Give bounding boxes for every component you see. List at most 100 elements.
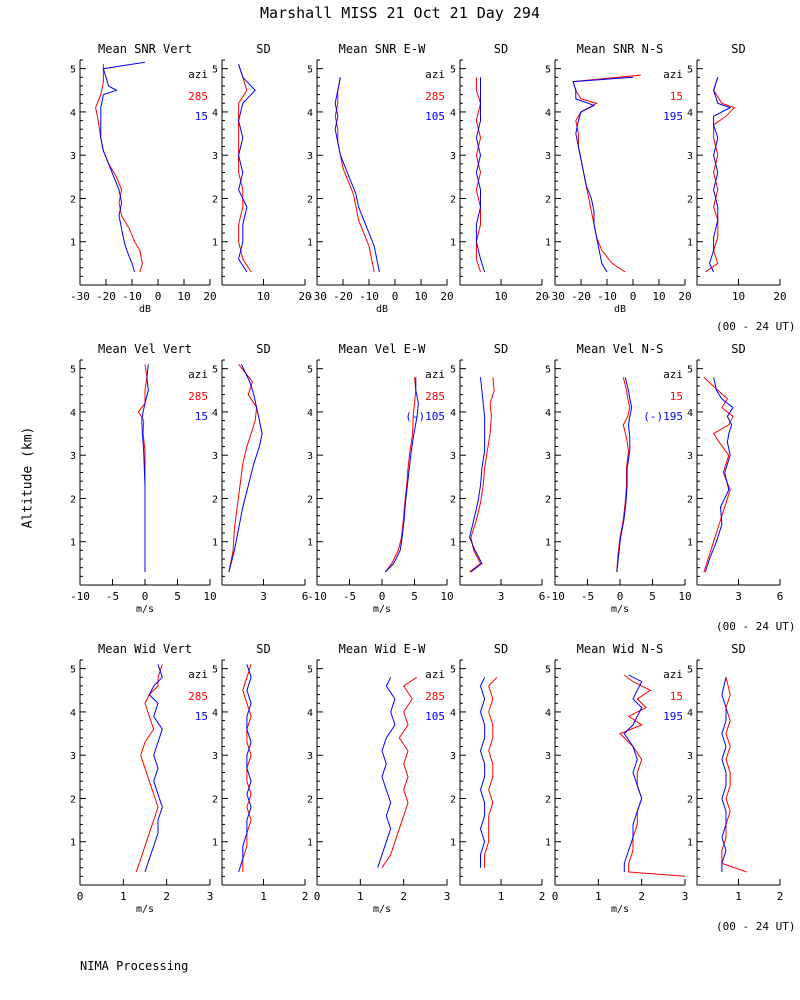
chart-5-x-tick-label: -10 (597, 290, 617, 303)
chart-17-x-tick-label: 2 (638, 890, 645, 903)
chart-12-y-tick-label: 1 (687, 538, 693, 549)
chart-9-series-blue-line (384, 377, 419, 573)
chart-13-y-tick-label: 2 (70, 794, 76, 805)
chart-10-y-tick-label: 2 (450, 494, 456, 505)
chart-5-x-tick-label: 10 (652, 290, 665, 303)
chart-5-legend-header: azi (663, 68, 683, 81)
chart-9-y-tick-label: 1 (307, 538, 313, 549)
chart-5-y-tick-label: 3 (545, 151, 551, 162)
chart-9-legend-header: azi (425, 368, 445, 381)
chart-7-x-tick-label: -10 (70, 590, 90, 603)
chart-9-y-tick-label: 5 (307, 365, 313, 376)
chart-1-x-tick-label: -20 (96, 290, 116, 303)
chart-17-y-tick-label: 5 (545, 665, 551, 676)
chart-3-legend-header: azi (425, 68, 445, 81)
chart-17-y-tick-label: 2 (545, 794, 551, 805)
chart-1-legend-header: azi (188, 68, 208, 81)
chart-12-x-tick-label: 3 (735, 590, 742, 603)
chart-10-series-blue-line (469, 377, 486, 573)
chart-7-x-tick-label: 10 (203, 590, 216, 603)
chart-8-y-tick-label: 4 (212, 408, 218, 419)
chart-1-y-tick-label: 4 (70, 108, 76, 119)
chart-13-x-tick-label: 1 (120, 890, 127, 903)
chart-6-series-red-line (705, 77, 736, 273)
chart-17-y-tick-label: 1 (545, 838, 551, 849)
chart-5-xlabel: dB (614, 304, 626, 315)
page-title: Marshall MISS 21 Oct 21 Day 294 (260, 4, 540, 22)
chart-15-xlabel: m/s (373, 904, 391, 915)
chart-1-series-red-line (95, 64, 143, 273)
chart-3-title: Mean SNR E-W (339, 42, 426, 56)
chart-5-y-tick-label: 2 (545, 194, 551, 205)
chart-2-x-tick-label: 20 (298, 290, 311, 303)
chart-16-y-tick-label: 3 (450, 751, 456, 762)
chart-2-y-tick-label: 1 (212, 238, 218, 249)
chart-14-title: SD (256, 642, 270, 656)
chart-16-title: SD (494, 642, 508, 656)
chart-18-y-tick-label: 4 (687, 708, 693, 719)
chart-16-x-tick-label: 1 (498, 890, 505, 903)
chart-1-legend-entry-1: 285 (188, 90, 208, 103)
chart-8-x-tick-label: 6 (302, 590, 309, 603)
chart-4-y-tick-label: 3 (450, 151, 456, 162)
chart-4-x-tick-label: 10 (494, 290, 507, 303)
chart-8-series-red-line (228, 363, 258, 573)
chart-8-x-tick-label: 3 (260, 590, 267, 603)
chart-9-y-tick-label: 2 (307, 494, 313, 505)
chart-2-title: SD (256, 42, 270, 56)
chart-6-x-tick-label: 20 (773, 290, 786, 303)
chart-15-x-tick-label: 1 (357, 890, 364, 903)
chart-10-y-tick-label: 4 (450, 408, 456, 419)
chart-9-legend-entry-2: (-)105 (405, 410, 445, 423)
chart-13-legend-header: azi (188, 668, 208, 681)
chart-16-y-tick-label: 2 (450, 794, 456, 805)
chart-2-series-blue-line (238, 64, 256, 273)
chart-12-x-tick-label: 6 (777, 590, 784, 603)
chart-18-x-tick-label: 2 (777, 890, 784, 903)
chart-3-y-tick-label: 3 (307, 151, 313, 162)
chart-11-y-tick-label: 1 (545, 538, 551, 549)
chart-6-y-tick-label: 5 (687, 65, 693, 76)
chart-3-y-tick-label: 5 (307, 65, 313, 76)
chart-14-y-tick-label: 4 (212, 708, 218, 719)
chart-3-x-tick-label: 10 (414, 290, 427, 303)
chart-15-y-tick-label: 5 (307, 665, 313, 676)
chart-7-legend-header: azi (188, 368, 208, 381)
chart-4-y-tick-label: 5 (450, 65, 456, 76)
chart-5-series-blue-line (572, 76, 634, 273)
chart-13-legend-entry-2: 15 (195, 710, 208, 723)
chart-3-series-red-line (334, 77, 375, 273)
chart-16-y-tick-label: 5 (450, 665, 456, 676)
chart-14-series-blue-line (238, 664, 252, 873)
chart-12-y-tick-label: 3 (687, 451, 693, 462)
chart-1-x-tick-label: 10 (177, 290, 190, 303)
chart-13-x-tick-label: 3 (207, 890, 214, 903)
chart-14-y-tick-label: 5 (212, 665, 218, 676)
chart-14-x-tick-label: 2 (302, 890, 309, 903)
chart-4-x-tick-label: 20 (535, 290, 548, 303)
chart-11-series-red-line (616, 377, 631, 573)
chart-10-x-tick-label: 3 (498, 590, 505, 603)
chart-7-y-tick-label: 5 (70, 365, 76, 376)
chart-18-y-tick-label: 2 (687, 794, 693, 805)
chart-11-y-tick-label: 5 (545, 365, 551, 376)
chart-13-series-red-line (135, 664, 163, 873)
footer-text: NIMA Processing (80, 959, 189, 973)
chart-4-y-tick-label: 1 (450, 238, 456, 249)
chart-1-title: Mean SNR Vert (98, 42, 192, 56)
chart-18-title: SD (731, 642, 745, 656)
chart-15-legend-header: azi (425, 668, 445, 681)
chart-13-legend-entry-1: 285 (188, 690, 208, 703)
chart-1-legend-entry-2: 15 (195, 110, 208, 123)
chart-5-x-tick-label: 0 (630, 290, 637, 303)
chart-11-legend-entry-1: 15 (670, 390, 683, 403)
chart-15-x-tick-label: 3 (444, 890, 451, 903)
chart-17-series-red-line (619, 674, 686, 877)
chart-10-series-red-line (469, 377, 495, 573)
chart-10-y-tick-label: 5 (450, 365, 456, 376)
chart-5-x-tick-label: -30 (545, 290, 565, 303)
chart-4-title: SD (494, 42, 508, 56)
chart-6-series-blue-line (708, 77, 732, 273)
chart-11-legend-header: azi (663, 368, 683, 381)
chart-7-legend-entry-1: 285 (188, 390, 208, 403)
